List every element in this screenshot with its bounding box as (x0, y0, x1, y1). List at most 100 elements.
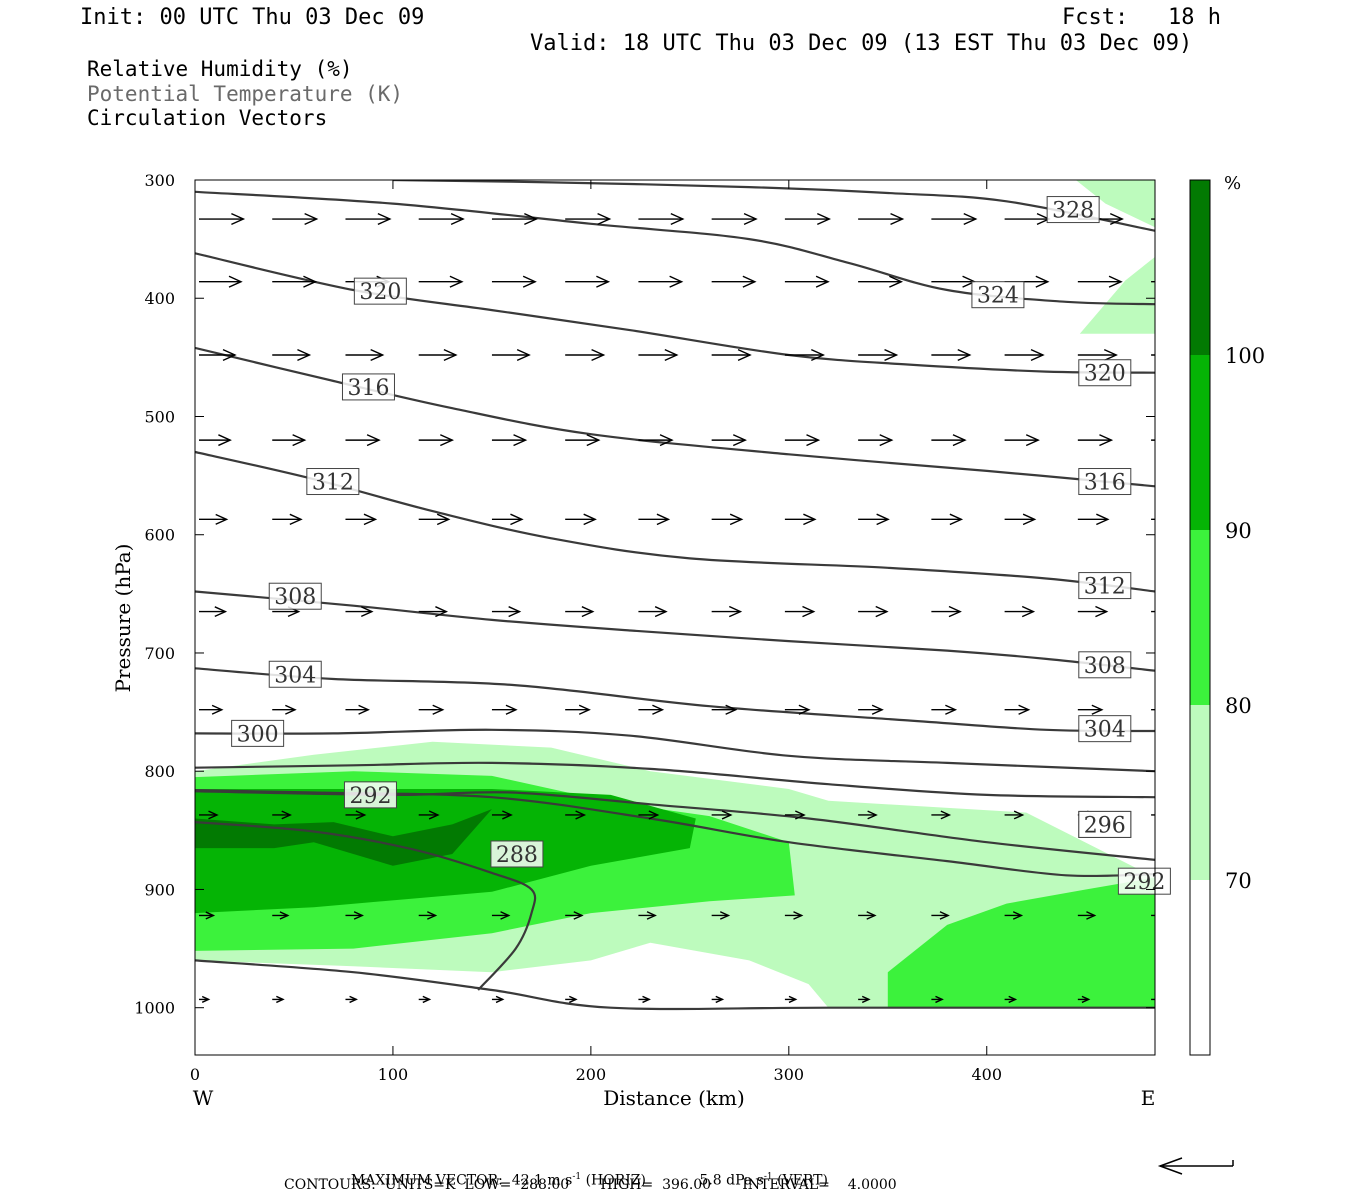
vector-arrow (1151, 814, 1155, 816)
vector-arrow (858, 434, 894, 447)
legend-relative-humidity: Relative Humidity (%) (87, 57, 353, 81)
vector-arrow (491, 810, 513, 820)
contour-info: CONTOURS: UNITS=K LOW= 288.00 HIGH= 396.… (284, 1177, 897, 1193)
vector-arrow (711, 434, 747, 447)
vert-exponent: -1 (763, 1172, 773, 1182)
vector-arrow (565, 606, 595, 618)
y-tick-label: 900 (144, 880, 175, 899)
vector-arrow (784, 434, 821, 447)
vector-arrow (711, 212, 758, 226)
vector-arrow (784, 704, 811, 715)
vector-arrow (272, 704, 297, 715)
y-tick-label: 600 (144, 526, 175, 545)
vector-arrow (638, 995, 651, 1004)
vector-arrow (858, 911, 877, 920)
vector-arrow (711, 275, 757, 288)
theta-label-text: 312 (1084, 575, 1126, 600)
vector-arrow (638, 606, 668, 618)
vector-arrow (638, 275, 684, 288)
theta-label-text: 292 (1123, 870, 1165, 895)
vector-arrow (931, 275, 977, 288)
vector-arrow (491, 434, 528, 447)
vector-arrow (272, 434, 307, 447)
theta-label-324: 324 (971, 281, 1025, 309)
vector-arrow (711, 513, 744, 526)
theta-label-text: 320 (359, 280, 401, 305)
theta-label-308: 308 (1078, 651, 1132, 679)
vector-arrow (418, 212, 465, 226)
colorbar-level-label: 70 (1225, 869, 1252, 893)
vector-arrow (858, 275, 904, 288)
legend-circulation-vectors: Circulation Vectors (87, 106, 328, 130)
max-vector-line: MAXIMUM VECTOR: 42.1 m s-1 (HORIZ) 5.8 d… (342, 1159, 828, 1188)
theta-contour-292-15 (195, 789, 1155, 878)
vector-arrow (1151, 518, 1155, 521)
vector-arrow (418, 513, 451, 526)
vector-arrow (272, 810, 292, 820)
vector-arrow (1004, 212, 1051, 226)
vector-arrow (565, 995, 578, 1004)
vector-arrow (1077, 605, 1109, 618)
vector-arrow (858, 513, 890, 526)
vector-arrow (1077, 995, 1091, 1004)
theta-label-text: 324 (977, 284, 1019, 309)
vector-arrow (1077, 275, 1123, 288)
potential-temperature-contours (195, 180, 1155, 1011)
vector-arrow (931, 605, 962, 618)
horiz-unit: (HORIZ) (585, 1172, 646, 1189)
vert-unit: (VERT) (777, 1172, 828, 1189)
vector-arrow (565, 212, 612, 226)
vector-arrow (491, 911, 511, 920)
theta-label-292: 292 (1117, 867, 1171, 895)
vector-arrow (931, 810, 952, 820)
vector-arrow (199, 434, 232, 447)
vector-arrow (418, 275, 464, 288)
vector-arrow (345, 434, 381, 447)
colorbar: 70 80 90 100% (1189, 173, 1265, 1056)
vector-arrow (1151, 280, 1155, 283)
theta-label-304: 304 (1078, 715, 1132, 743)
theta-label-text: 304 (274, 663, 316, 688)
vector-arrow (931, 513, 964, 526)
vector-arrow (858, 995, 871, 1004)
colorbar-segment (1190, 705, 1210, 880)
vector-arrow (491, 606, 522, 618)
theta-label-text: 300 (237, 722, 279, 747)
horiz-value: 42.1 m s (511, 1172, 573, 1189)
y-tick-label: 700 (144, 644, 175, 663)
theta-contour-324-1 (392, 180, 1155, 232)
vector-arrow (711, 911, 731, 920)
vector-arrow (1151, 218, 1155, 220)
vector-arrow (931, 704, 958, 715)
vector-arrow (345, 911, 364, 920)
vector-arrow (491, 348, 531, 362)
vector-arrow (1077, 704, 1104, 715)
theta-label-text: 296 (1084, 813, 1126, 838)
vector-arrow (784, 995, 798, 1004)
vector-arrow (565, 704, 591, 715)
theta-label-text: 292 (349, 784, 391, 809)
vector-arrow (272, 275, 318, 288)
vector-arrow (345, 995, 358, 1004)
vector-arrow (418, 911, 438, 920)
vector-arrow (1077, 911, 1097, 920)
vector-arrow (1151, 354, 1155, 356)
theta-label-text: 320 (1084, 362, 1126, 387)
vector-arrow (858, 348, 899, 362)
vector-arrow (1077, 348, 1118, 362)
colorbar-frame (1189, 179, 1211, 1056)
theta-label-288: 288 (490, 840, 544, 868)
theta-label-text: 316 (1084, 471, 1126, 496)
theta-label-text: 304 (1084, 718, 1126, 743)
theta-label-text: 316 (347, 376, 389, 401)
colorbar-segment (1190, 355, 1210, 530)
x-axis-label: Distance (km) (603, 1086, 745, 1110)
x-tick-label: 400 (971, 1065, 1002, 1084)
vector-arrow (638, 212, 685, 226)
vector-arrow (1004, 911, 1024, 920)
forecast-hour: 18 h (1168, 5, 1221, 30)
vector-arrow (1077, 513, 1110, 526)
theta-contour-328-0 (195, 190, 1155, 306)
vector-arrow (199, 348, 237, 362)
reference-vector-arrow (1157, 1157, 1234, 1175)
